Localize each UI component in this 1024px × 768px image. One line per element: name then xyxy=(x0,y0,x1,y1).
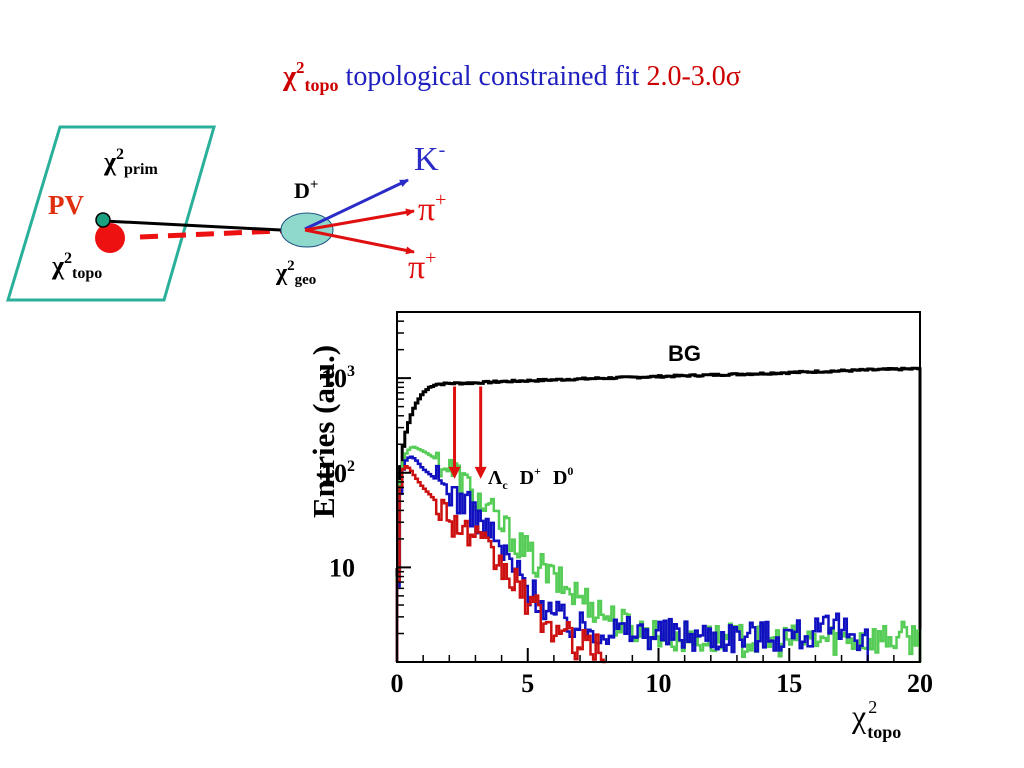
signal-label-d-zero: D xyxy=(553,467,567,489)
histogram-series-group xyxy=(395,366,922,664)
plot-frame xyxy=(396,311,921,663)
kaon-label: K- xyxy=(414,139,445,178)
mother-d-plus-label: D+ xyxy=(294,177,318,203)
cut-arrows-group xyxy=(448,386,487,479)
y-axis-label: Entries (a.u.) xyxy=(306,345,341,518)
histogram-series-1 xyxy=(395,445,922,662)
histogram-series-2 xyxy=(395,455,869,662)
title-chi-power: 2 xyxy=(296,58,305,77)
slide-title: χ2topo topological constrained fit 2.0-3… xyxy=(0,48,1024,105)
x-tick-label: 10 xyxy=(646,669,672,698)
chi2-geo-label: χ2geo xyxy=(275,258,316,288)
signal-label-lambda-c: Λ xyxy=(488,467,503,489)
signal-label-d-plus: D xyxy=(520,467,534,489)
title-range: 2.0-3.0σ xyxy=(646,61,741,92)
x-tick-label: 15 xyxy=(776,669,802,698)
cut-arrow-head-0 xyxy=(448,466,461,479)
pion-label-2: π+ xyxy=(408,247,436,286)
chi2-topo-label: χ2topo xyxy=(51,250,102,282)
title-chi-symbol: χ xyxy=(283,61,297,92)
x-tick-label: 0 xyxy=(391,669,404,698)
y-tick-label: 102 xyxy=(321,458,355,488)
pion-track-2 xyxy=(304,228,415,255)
cut-arrow-head-1 xyxy=(474,466,487,479)
y-tick-label: 103 xyxy=(321,363,355,393)
title-chi-subscript: topo xyxy=(304,75,339,95)
pion-label-1: π+ xyxy=(418,189,446,228)
prim-track xyxy=(103,219,301,233)
title-text: topological constrained fit xyxy=(345,61,640,92)
y-tick-label: 10 xyxy=(329,553,355,582)
histogram-series-0 xyxy=(395,366,922,662)
histogram-series-3 xyxy=(395,464,607,664)
signal-labels: Λc D+ D0 xyxy=(488,464,573,492)
chi2-topo-histogram: 0 5 10 15 20 103 102 10 BG Λc D+ D0 Entries (a.u.… xyxy=(306,311,933,742)
pv-label: PV xyxy=(48,190,84,220)
decay-topology-diagram: χ2prim PV χ2topo D+ χ2geo K- π+ π+ xyxy=(5,125,446,302)
topo-vertex-dot xyxy=(95,223,125,253)
chi2-prim-label: χ2prim xyxy=(103,146,158,178)
x-tick-label: 5 xyxy=(521,669,534,698)
primary-vertex-plane xyxy=(5,125,216,302)
kaon-track xyxy=(304,178,409,231)
primary-vertex-dot xyxy=(95,212,111,228)
pion-track-1 xyxy=(304,208,415,232)
bg-label: BG xyxy=(668,341,701,366)
x-tick-label: 20 xyxy=(907,669,933,698)
x-axis-label: χ 2 topo xyxy=(851,697,901,742)
axes-group: 0 5 10 15 20 103 102 10 xyxy=(321,311,933,698)
